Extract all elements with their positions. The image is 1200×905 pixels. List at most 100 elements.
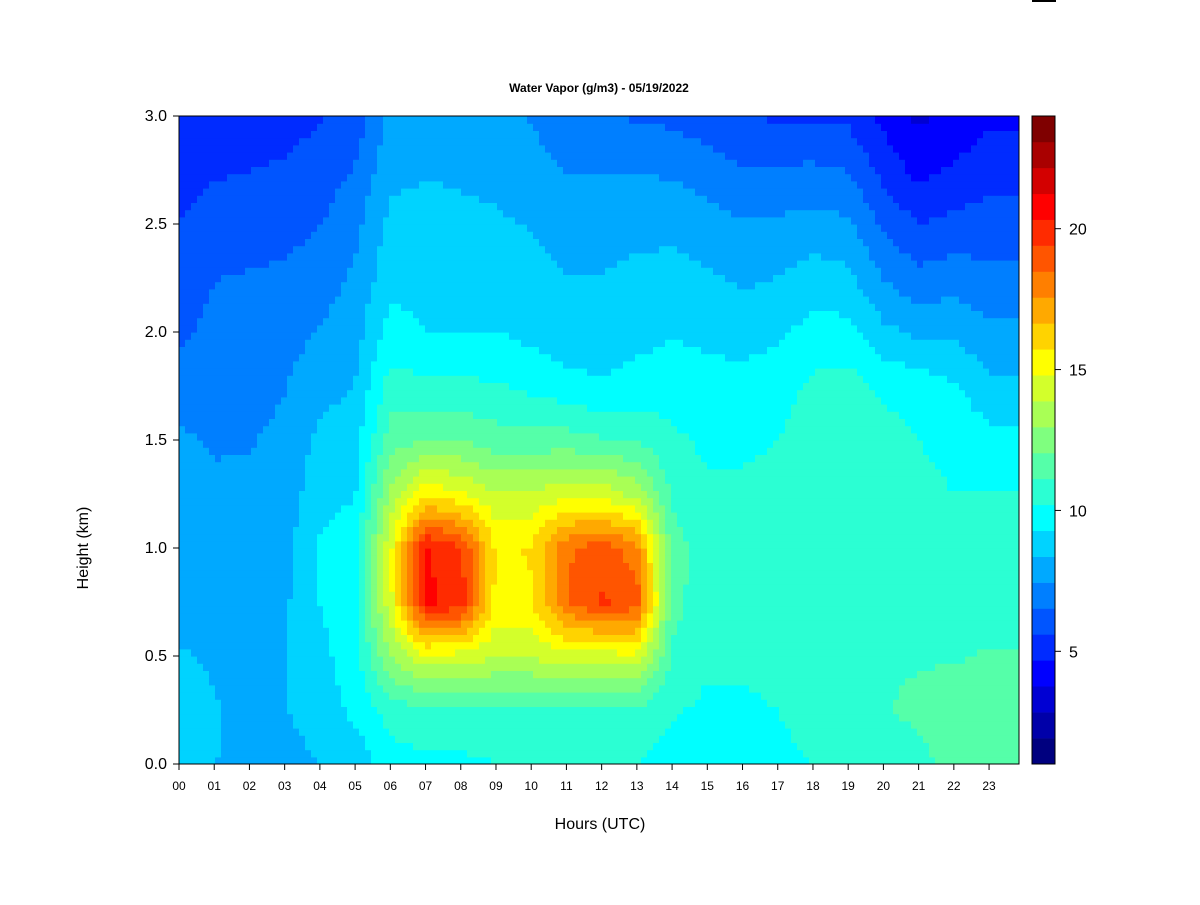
- heatmap-cell: [311, 130, 318, 139]
- heatmap-cell: [281, 209, 288, 218]
- heatmap-cell: [425, 303, 432, 311]
- heatmap-cell: [473, 548, 480, 556]
- heatmap-cell: [239, 159, 246, 167]
- heatmap-cell: [323, 144, 330, 153]
- heatmap-cell: [209, 584, 216, 592]
- heatmap-cell: [191, 468, 198, 477]
- heatmap-cell: [347, 332, 354, 340]
- heatmap-cell: [185, 296, 192, 304]
- heatmap-cell: [407, 116, 414, 124]
- heatmap-cell: [485, 382, 492, 391]
- heatmap-cell: [269, 360, 276, 369]
- heatmap-cell: [233, 324, 240, 333]
- heatmap-cell: [425, 512, 432, 520]
- heatmap-cell: [443, 252, 450, 261]
- heatmap-cell: [233, 569, 240, 578]
- heatmap-cell: [299, 598, 306, 607]
- heatmap-cell: [479, 612, 486, 621]
- heatmap-cell: [185, 497, 192, 506]
- heatmap-cell: [281, 634, 288, 643]
- heatmap-cell: [431, 562, 438, 571]
- heatmap-cell: [497, 569, 504, 578]
- heatmap-cell: [305, 692, 312, 700]
- heatmap-cell: [209, 720, 216, 729]
- heatmap-cell: [365, 497, 372, 506]
- heatmap-cell: [245, 346, 252, 355]
- heatmap-cell: [299, 584, 306, 592]
- heatmap-cell: [299, 512, 306, 520]
- heatmap-cell: [215, 555, 222, 563]
- heatmap-cell: [443, 188, 450, 196]
- heatmap-cell: [497, 706, 504, 715]
- heatmap-cell: [329, 677, 336, 686]
- heatmap-cell: [473, 684, 480, 693]
- heatmap-cell: [485, 461, 492, 470]
- heatmap-cell: [485, 224, 492, 232]
- heatmap-cell: [269, 476, 276, 484]
- heatmap-cell: [395, 735, 402, 743]
- heatmap-cell: [215, 303, 222, 311]
- heatmap-cell: [269, 346, 276, 355]
- heatmap-cell: [365, 706, 372, 715]
- heatmap-cell: [215, 166, 222, 175]
- heatmap-cell: [425, 627, 432, 635]
- heatmap-cell: [359, 137, 366, 146]
- heatmap-cell: [179, 634, 186, 643]
- heatmap-cell: [203, 476, 210, 484]
- heatmap-cell: [437, 418, 444, 427]
- heatmap-cell: [503, 648, 510, 657]
- heatmap-cell: [437, 303, 444, 311]
- heatmap-cell: [221, 440, 228, 448]
- heatmap-cell: [443, 360, 450, 369]
- heatmap-cell: [491, 605, 498, 614]
- heatmap-cell: [389, 310, 396, 319]
- heatmap-cell: [275, 332, 282, 340]
- heatmap-cell: [437, 404, 444, 412]
- heatmap-cell: [389, 641, 396, 650]
- heatmap-cell: [377, 612, 384, 621]
- heatmap-cell: [239, 288, 246, 297]
- heatmap-cell: [413, 389, 420, 398]
- heatmap-cell: [215, 180, 222, 189]
- heatmap-cell: [449, 497, 456, 506]
- heatmap-cell: [497, 526, 504, 535]
- heatmap-cell: [461, 533, 468, 542]
- heatmap-cell: [293, 584, 300, 592]
- heatmap-cell: [221, 368, 228, 376]
- heatmap-cell: [197, 137, 204, 146]
- heatmap-cell: [311, 389, 318, 398]
- heatmap-cell: [467, 584, 474, 592]
- heatmap-cell: [323, 137, 330, 146]
- heatmap-cell: [497, 288, 504, 297]
- heatmap-cell: [191, 260, 198, 268]
- heatmap-cell: [245, 195, 252, 203]
- heatmap-cell: [371, 512, 378, 520]
- heatmap-cell: [479, 749, 486, 758]
- heatmap-cell: [191, 756, 198, 764]
- heatmap-cell: [449, 612, 456, 621]
- heatmap-cell: [299, 288, 306, 297]
- heatmap-cell: [449, 699, 456, 707]
- heatmap-cell: [227, 296, 234, 304]
- heatmap-cell: [413, 576, 420, 585]
- heatmap-cell: [431, 634, 438, 643]
- heatmap-cell: [293, 332, 300, 340]
- heatmap-cell: [233, 252, 240, 261]
- heatmap-cell: [449, 245, 456, 254]
- heatmap-cell: [191, 238, 198, 247]
- heatmap-cell: [239, 490, 246, 499]
- heatmap-cell: [317, 368, 324, 376]
- heatmap-cell: [179, 569, 186, 578]
- heatmap-cell: [233, 317, 240, 326]
- heatmap-cell: [203, 116, 210, 124]
- heatmap-cell: [341, 418, 348, 427]
- heatmap-cell: [455, 245, 462, 254]
- heatmap-cell: [431, 526, 438, 535]
- heatmap-cell: [329, 576, 336, 585]
- heatmap-cell: [431, 303, 438, 311]
- heatmap-cell: [311, 605, 318, 614]
- heatmap-cell: [497, 231, 504, 239]
- heatmap-cell: [389, 447, 396, 455]
- heatmap-cell: [317, 706, 324, 715]
- heatmap-cell: [245, 677, 252, 686]
